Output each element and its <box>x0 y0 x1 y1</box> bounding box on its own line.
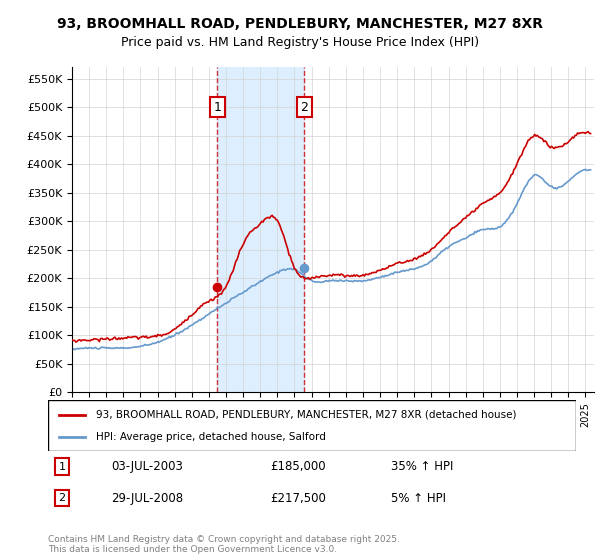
Text: 5% ↑ HPI: 5% ↑ HPI <box>391 492 446 505</box>
Bar <box>217 67 304 392</box>
Text: 35% ↑ HPI: 35% ↑ HPI <box>391 460 454 473</box>
Text: 2: 2 <box>301 101 308 114</box>
Text: 1: 1 <box>59 462 65 472</box>
Text: Price paid vs. HM Land Registry's House Price Index (HPI): Price paid vs. HM Land Registry's House … <box>121 36 479 49</box>
Text: 29-JUL-2008: 29-JUL-2008 <box>112 492 184 505</box>
Text: 03-JUL-2003: 03-JUL-2003 <box>112 460 183 473</box>
Text: HPI: Average price, detached house, Salford: HPI: Average price, detached house, Salf… <box>95 432 325 442</box>
Text: 1: 1 <box>214 101 221 114</box>
Text: 93, BROOMHALL ROAD, PENDLEBURY, MANCHESTER, M27 8XR: 93, BROOMHALL ROAD, PENDLEBURY, MANCHEST… <box>57 17 543 31</box>
Text: £185,000: £185,000 <box>270 460 325 473</box>
Text: Contains HM Land Registry data © Crown copyright and database right 2025.
This d: Contains HM Land Registry data © Crown c… <box>48 535 400 554</box>
FancyBboxPatch shape <box>48 400 576 451</box>
Text: 93, BROOMHALL ROAD, PENDLEBURY, MANCHESTER, M27 8XR (detached house): 93, BROOMHALL ROAD, PENDLEBURY, MANCHEST… <box>95 409 516 419</box>
Text: 2: 2 <box>59 493 65 503</box>
Text: £217,500: £217,500 <box>270 492 326 505</box>
